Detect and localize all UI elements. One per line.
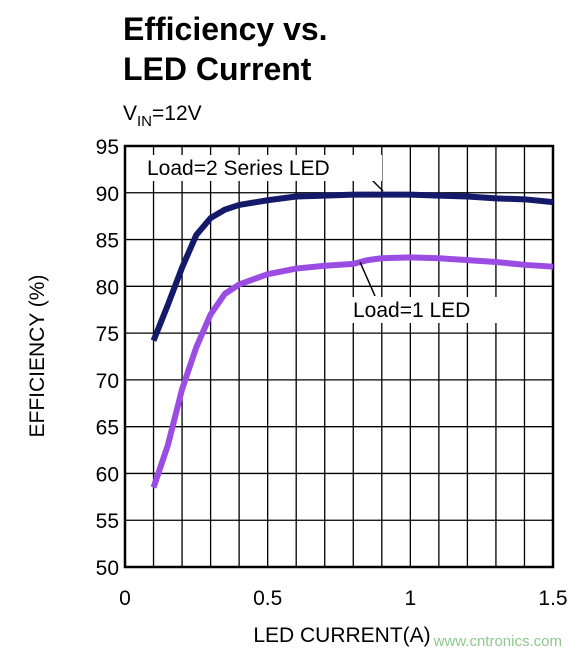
y-tick-label: 70 [96, 370, 119, 393]
x-tick-label: 0.5 [253, 587, 282, 610]
subtitle-text: =12V [152, 102, 202, 125]
y-tick-label: 55 [96, 510, 119, 533]
plot-frame [123, 144, 555, 569]
y-tick-label: 85 [96, 230, 119, 253]
y-tick-label: 80 [96, 276, 119, 299]
y-tick-label: 50 [96, 557, 119, 580]
chart-title: Efficiency vs. [123, 11, 328, 47]
leader-line [359, 261, 376, 297]
chart-subtitle: VIN=12V [123, 102, 202, 130]
chart-title: LED Current [123, 51, 312, 87]
series-line [150, 191, 554, 342]
x-axis-label: LED CURRENT(A) [253, 624, 430, 647]
y-tick-label: 65 [96, 417, 119, 440]
x-tick-label: 0 [119, 587, 131, 610]
leader-line [371, 179, 384, 192]
x-tick-label: 1.5 [538, 587, 567, 610]
y-tick-label: 95 [96, 136, 119, 159]
y-tick-label: 75 [96, 323, 119, 346]
series-label: Load=1 LED [353, 299, 470, 322]
subtitle-text: V [123, 102, 137, 125]
watermark: www.cntronics.com [433, 633, 562, 650]
y-tick-label: 60 [96, 463, 119, 486]
label-background [144, 155, 382, 181]
series-line [150, 254, 554, 489]
series-label: Load=2 Series LED [147, 157, 330, 180]
label-background [350, 297, 508, 323]
y-tick-label: 90 [96, 183, 119, 206]
y-axis-label: EFFICIENCY (%) [26, 275, 49, 438]
x-tick-label: 1 [404, 587, 416, 610]
subtitle-subscript: IN [137, 113, 152, 130]
